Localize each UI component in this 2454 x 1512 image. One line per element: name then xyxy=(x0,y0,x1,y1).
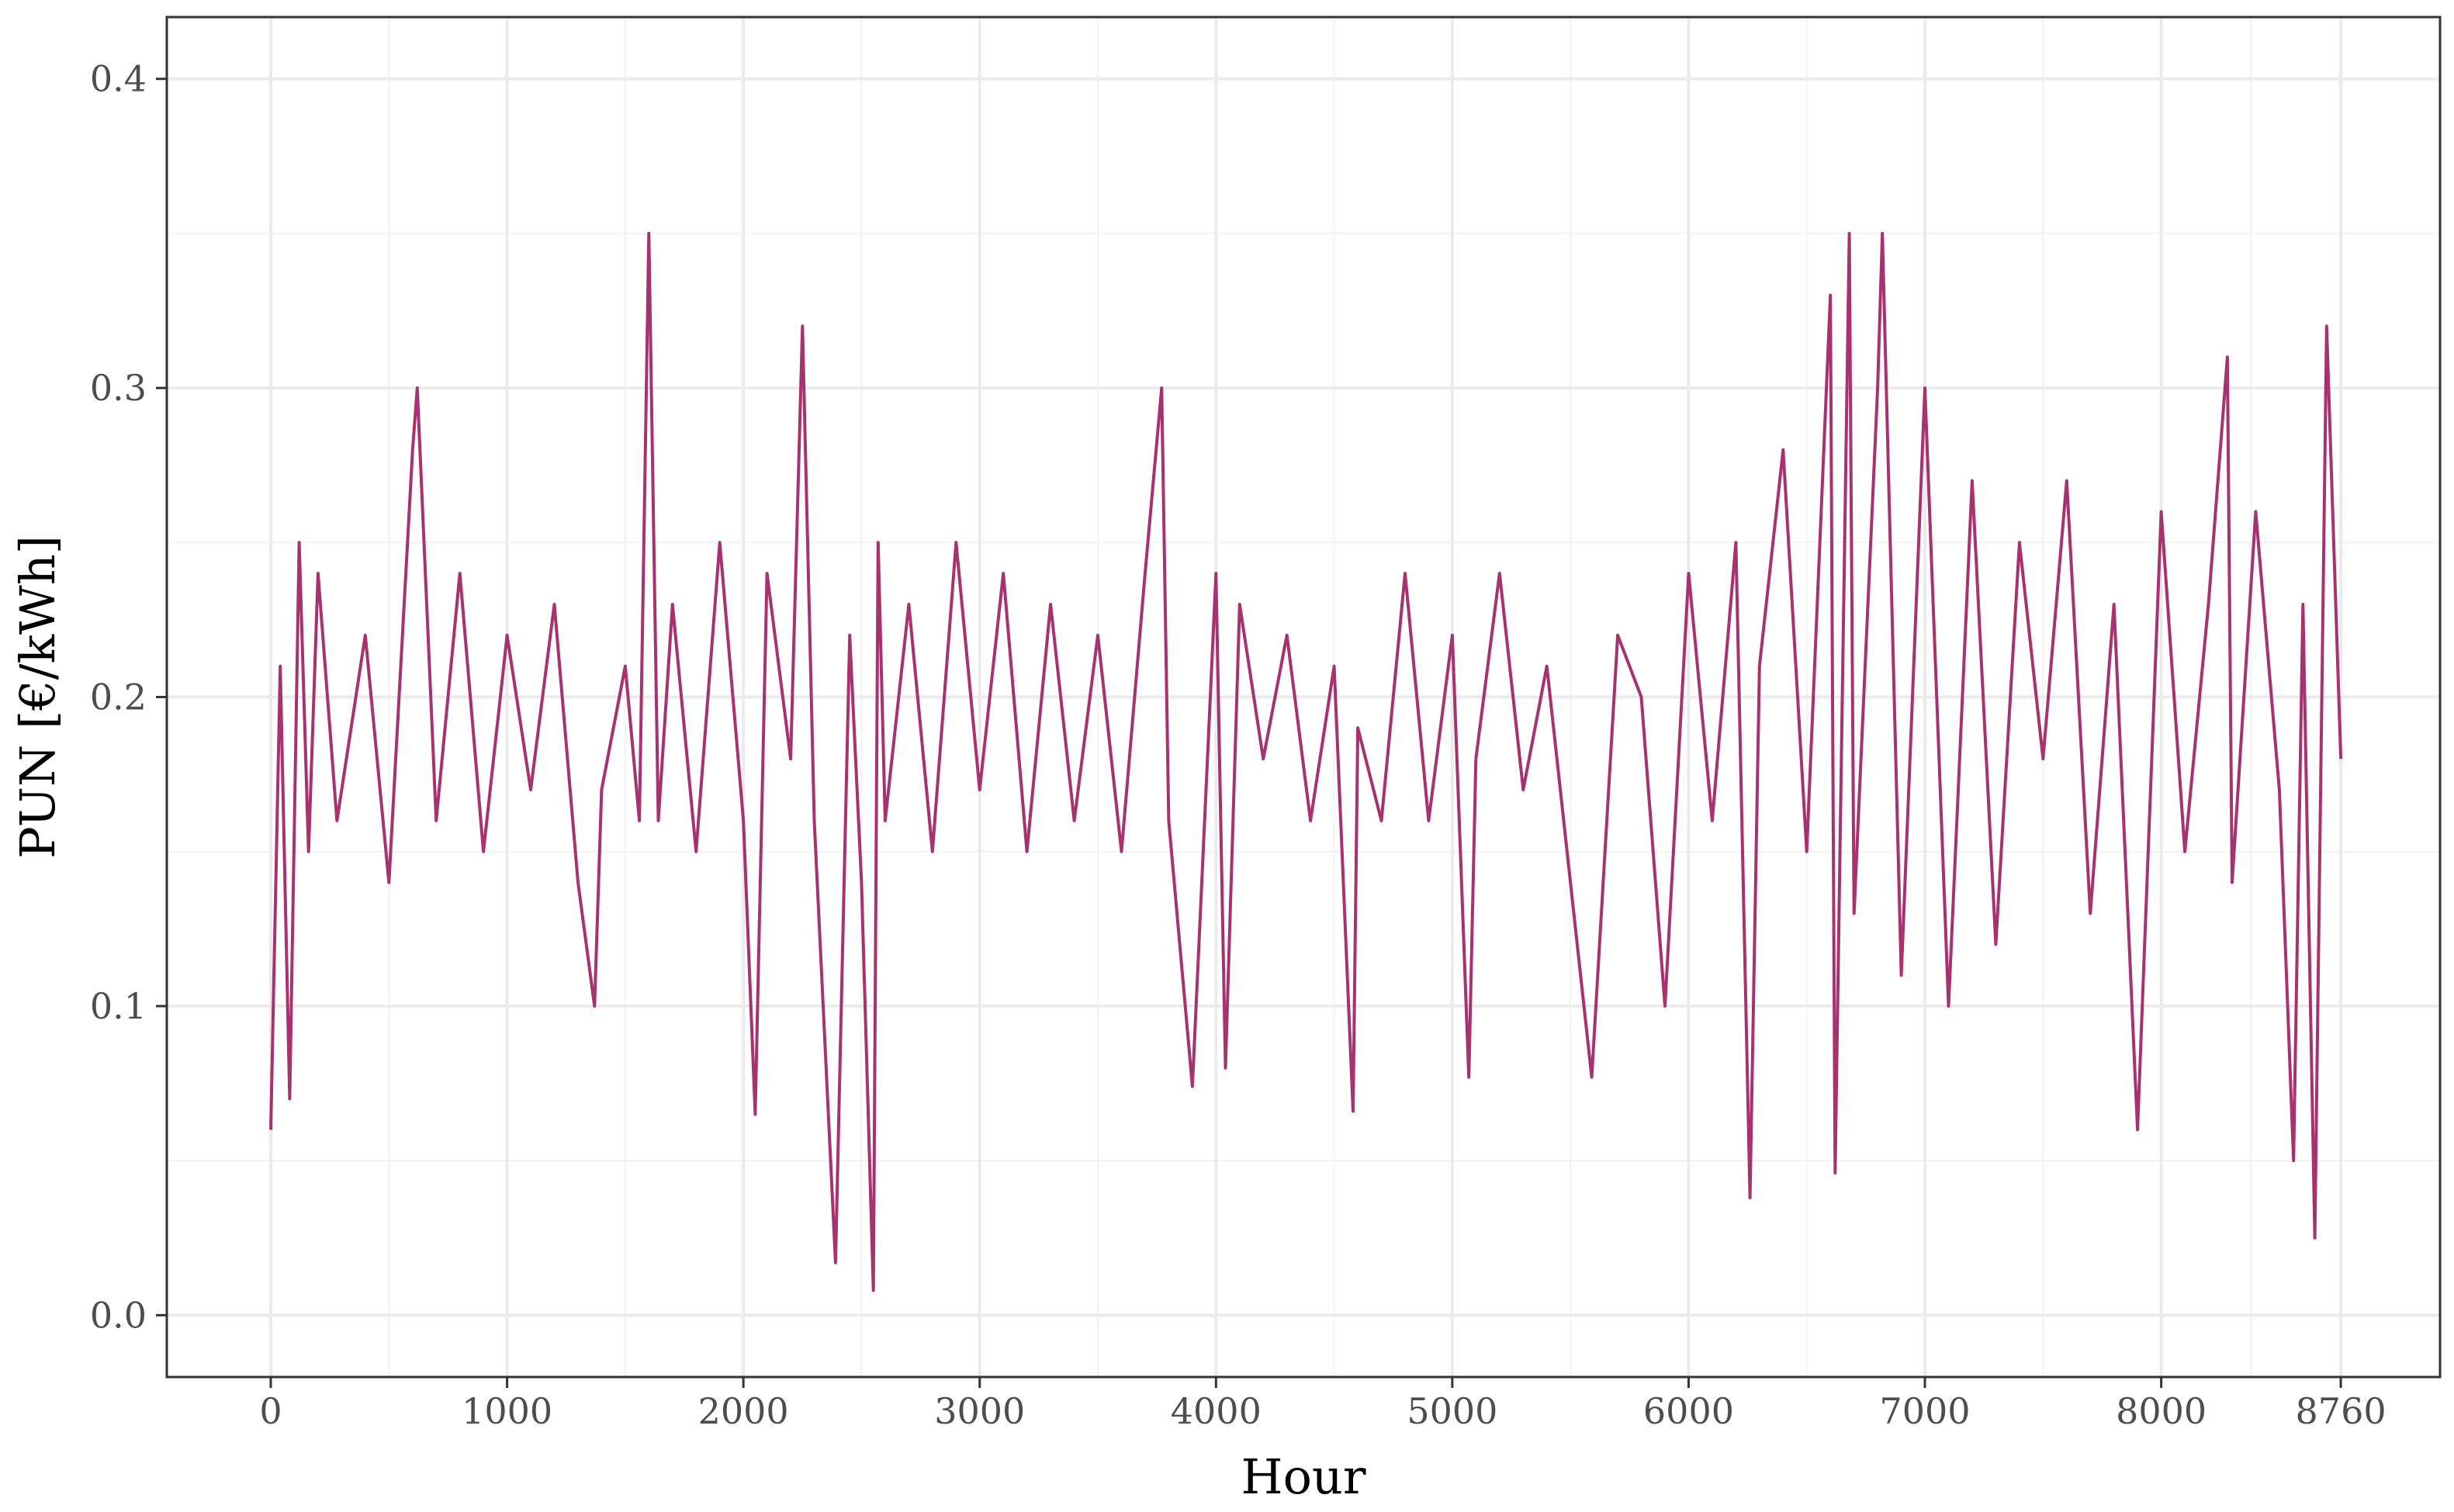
y-axis: 0.0 0.1 0.2 0.3 0.4 xyxy=(90,58,167,1336)
y-tick-label: 0.0 xyxy=(90,1294,147,1336)
series-line-0 xyxy=(269,231,2343,1292)
y-axis-title: PUN [€/kWh] xyxy=(9,535,66,859)
x-tick-label: 8000 xyxy=(2116,1390,2207,1432)
x-tick-label: 4000 xyxy=(1171,1390,1262,1432)
x-tick-label: 8760 xyxy=(2296,1390,2387,1432)
y-tick-label: 0.3 xyxy=(90,367,147,409)
y-tick-label: 0.4 xyxy=(90,58,147,100)
x-axis-title: Hour xyxy=(1241,1448,1366,1505)
x-tick-label: 5000 xyxy=(1407,1390,1497,1432)
x-tick-label: 2000 xyxy=(698,1390,789,1432)
series-layer xyxy=(269,231,2343,1292)
y-tick-label: 0.1 xyxy=(90,985,147,1027)
x-axis: 0 1000 2000 3000 4000 5000 6000 7000 8000 8760 xyxy=(259,1377,2387,1432)
x-tick-label: 7000 xyxy=(1879,1390,1970,1432)
x-tick-label: 0 xyxy=(259,1390,282,1432)
x-tick-label: 1000 xyxy=(462,1390,552,1432)
y-tick-label: 0.2 xyxy=(90,676,147,718)
x-tick-label: 6000 xyxy=(1643,1390,1734,1432)
x-tick-label: 3000 xyxy=(934,1390,1025,1432)
major-gridlines xyxy=(167,17,2440,1377)
